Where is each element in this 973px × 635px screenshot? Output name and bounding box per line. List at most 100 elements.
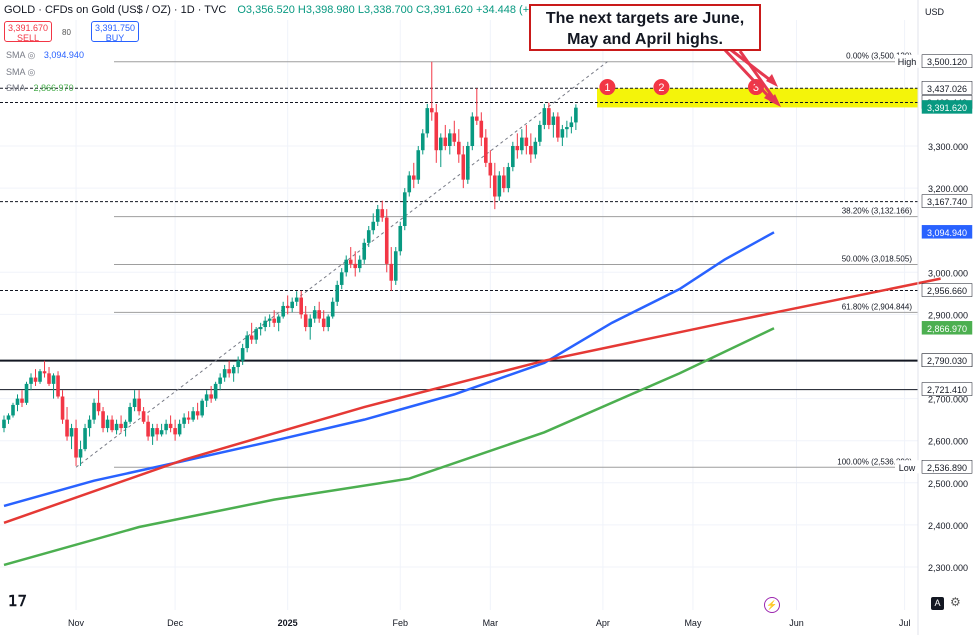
candle-body — [11, 404, 15, 416]
candle-body — [547, 108, 551, 125]
marker-1 — [599, 79, 616, 96]
candle-body — [150, 428, 155, 437]
currency-label[interactable]: USD — [925, 7, 945, 17]
candle-body — [393, 251, 398, 281]
candle-body — [438, 137, 443, 151]
candle-body — [524, 137, 529, 146]
candle-body — [484, 137, 488, 163]
low-value: L3,338.700 — [357, 4, 413, 16]
candle-body — [303, 314, 308, 328]
marker-label: 1 — [604, 82, 610, 94]
candle-body — [520, 137, 524, 151]
price-label-box — [921, 54, 973, 68]
candle-body — [200, 400, 204, 416]
price-label-box — [921, 100, 973, 114]
sell-button[interactable]: 3,391.670 SELL — [4, 21, 52, 43]
candle-body — [195, 411, 200, 416]
indicator-sma-3[interactable]: SMA 2,866.970 — [6, 83, 74, 93]
annotation-callout: The next targets are June, May and April… — [529, 4, 761, 51]
price-label-box — [921, 225, 973, 239]
candle-body — [479, 120, 484, 138]
lightning-icon[interactable]: ⚡ — [764, 597, 780, 613]
fib-label: 0.00% (3,500.120) — [846, 52, 912, 61]
marker-label: 2 — [658, 82, 664, 94]
candle-body — [348, 259, 353, 264]
auto-scale-button[interactable]: A — [931, 597, 944, 610]
y-tick-label: 2,300.000 — [928, 563, 968, 573]
candle-body — [344, 259, 349, 273]
candle-body — [110, 419, 114, 431]
chart-header: GOLD · CFDs on Gold (US$ / OZ) · 1D · TV… — [4, 4, 564, 16]
candle-body — [506, 167, 511, 189]
candle-body — [502, 175, 506, 189]
candle-body — [326, 316, 331, 328]
candle-body — [191, 411, 195, 420]
sma-line-1 — [3, 231, 775, 508]
candle-body — [123, 421, 128, 429]
y-tick-label: 2,900.000 — [928, 310, 968, 320]
candle-body — [272, 318, 276, 323]
candle-body — [137, 398, 141, 412]
indicator-sma-2[interactable]: SMA ◎ — [6, 67, 41, 78]
candle-body — [425, 108, 430, 134]
candle-body — [488, 162, 493, 176]
eye-icon[interactable]: ◎ — [27, 50, 36, 60]
gear-icon[interactable]: ⚙ — [950, 595, 961, 609]
x-tick-label: Jun — [789, 618, 804, 628]
candle-body — [285, 305, 290, 309]
candle-body — [60, 396, 65, 420]
candle-body — [312, 310, 317, 319]
y-tick-label: 3,200.000 — [928, 184, 968, 194]
candle-body — [2, 419, 6, 429]
price-label-text: 2,721.410 — [927, 385, 967, 395]
candle-body — [254, 329, 258, 340]
candle-body — [290, 301, 294, 309]
candle-body — [38, 371, 42, 382]
candle-body — [258, 327, 263, 330]
high-value: H3,398.980 — [297, 4, 355, 16]
price-label-text: 3,167.740 — [927, 197, 967, 207]
candle-body — [456, 141, 461, 155]
buy-button[interactable]: 3,391.750 BUY — [91, 21, 139, 43]
arrow-head — [766, 74, 778, 87]
marker-2 — [653, 79, 670, 96]
x-tick-label: Feb — [392, 618, 408, 628]
price-label-text: 2,790.030 — [927, 356, 967, 366]
candle-body — [33, 377, 38, 382]
indicator-value: 2,866.970 — [33, 83, 74, 93]
sell-label: SELL — [16, 33, 40, 43]
tradingview-logo[interactable]: 𝟣𝟩 — [8, 593, 28, 610]
candle-body — [146, 421, 150, 437]
candle-body — [538, 124, 542, 142]
price-tag-text: High — [898, 57, 917, 67]
candle-body — [65, 419, 69, 437]
candle-body — [357, 259, 362, 269]
candle-body — [128, 407, 132, 422]
candle-body — [164, 423, 168, 431]
candle-body — [15, 398, 20, 405]
candle-body — [168, 423, 173, 429]
price-label-text: 3,391.620 — [927, 103, 967, 113]
buy-label: BUY — [105, 33, 125, 43]
candle-body — [56, 375, 60, 397]
y-tick-label: 2,700.000 — [928, 395, 968, 405]
price-label-text: 3,094.940 — [927, 228, 967, 238]
indicator-sma-1[interactable]: SMA ◎ 3,094.940 — [6, 50, 84, 61]
marker-label: 3 — [753, 82, 759, 94]
x-tick-label: Mar — [483, 618, 499, 628]
price-label-text: 3,500.120 — [927, 57, 967, 67]
sma-line-2 — [3, 277, 941, 524]
eye-icon[interactable]: ◎ — [27, 67, 36, 77]
candle-body — [83, 428, 87, 450]
candle-body — [231, 367, 236, 374]
candle-body — [321, 318, 326, 328]
close-value: C3,391.620 — [415, 4, 473, 16]
candle-body — [101, 411, 105, 429]
candle-body — [29, 377, 33, 384]
candle-body — [330, 301, 335, 317]
candle-body — [560, 129, 565, 138]
candle-body — [470, 116, 475, 146]
candle-body — [493, 175, 497, 197]
price-label-text: 2,956.660 — [927, 286, 967, 296]
